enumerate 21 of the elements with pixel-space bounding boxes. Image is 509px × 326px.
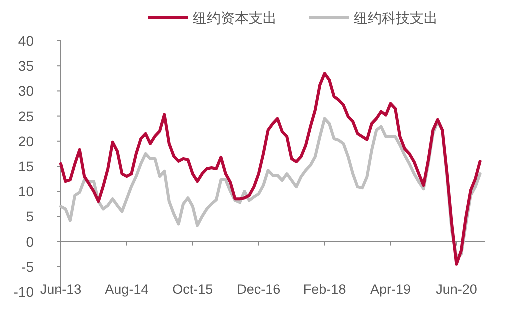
y-tick-label: -5 xyxy=(22,258,34,275)
y-tick-label: 30 xyxy=(18,83,34,100)
x-tick-label: Jun-20 xyxy=(436,282,478,297)
x-tick-label: Apr-19 xyxy=(370,282,412,297)
x-tick-label: Feb-18 xyxy=(303,282,346,297)
y-tick-label: 35 xyxy=(18,58,34,74)
y-tick-label: 15 xyxy=(18,158,34,174)
x-tick-label: Dec-16 xyxy=(237,282,281,297)
legend-label: 纽约资本支出 xyxy=(193,10,277,26)
y-tick-label: 0 xyxy=(26,234,34,250)
legend-label: 纽约科技支出 xyxy=(354,10,438,26)
x-tick-label: Oct-15 xyxy=(172,282,214,297)
line-series xyxy=(60,72,482,266)
y-tick-label: 20 xyxy=(18,133,34,150)
y-tick-label: 40 xyxy=(18,33,34,49)
x-tick-label: Jun-13 xyxy=(40,282,82,297)
y-tick-label: 25 xyxy=(18,108,34,124)
y-tick-label: 5 xyxy=(26,208,34,225)
y-tick-label: -10 xyxy=(14,284,34,300)
x-tick-label: Aug-14 xyxy=(105,282,150,297)
y-tick-label: 10 xyxy=(18,184,34,200)
